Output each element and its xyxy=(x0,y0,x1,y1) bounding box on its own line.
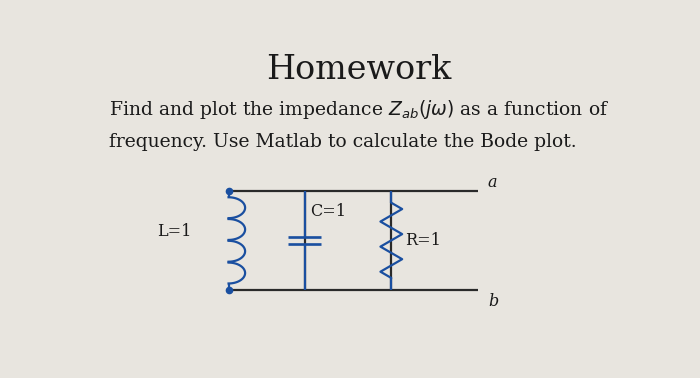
Text: frequency. Use Matlab to calculate the Bode plot.: frequency. Use Matlab to calculate the B… xyxy=(109,133,577,151)
Text: a: a xyxy=(488,174,498,191)
Text: C=1: C=1 xyxy=(310,203,346,220)
Text: b: b xyxy=(488,293,498,310)
Text: Homework: Homework xyxy=(266,54,452,86)
Text: Find and plot the impedance $Z_{ab}(j\omega)$ as a function of: Find and plot the impedance $Z_{ab}(j\om… xyxy=(109,98,610,121)
Text: R=1: R=1 xyxy=(405,232,441,249)
Text: L=1: L=1 xyxy=(157,223,192,240)
